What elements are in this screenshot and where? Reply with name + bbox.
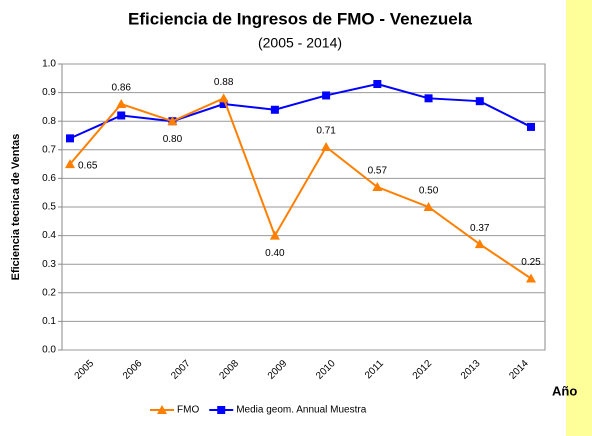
y-tick-label: 0.9 <box>42 87 56 98</box>
point <box>475 97 484 106</box>
chart-subtitle: (2005 - 2014) <box>258 35 342 51</box>
data-label: 0.37 <box>470 223 490 234</box>
data-label: 0.57 <box>368 166 388 177</box>
point <box>372 181 383 191</box>
legend-marker <box>217 406 226 414</box>
y-tick-label: 0.0 <box>42 345 56 356</box>
point <box>373 80 382 89</box>
series-line <box>69 96 532 280</box>
point <box>526 273 536 283</box>
point <box>219 100 228 109</box>
point <box>321 141 332 151</box>
x-axis-label: Año <box>552 383 577 398</box>
y-tick-label: 0.8 <box>42 116 56 127</box>
data-label: 0.86 <box>111 83 131 94</box>
data-label: 0.50 <box>419 186 439 197</box>
point <box>424 94 433 103</box>
y-tick-label: 0.2 <box>42 287 56 298</box>
y-tick-label: 0.7 <box>42 144 56 155</box>
point <box>218 93 229 103</box>
y-tick-label: 0.4 <box>42 230 56 241</box>
y-tick-label: 0.3 <box>42 259 56 270</box>
data-label: 0.25 <box>521 257 541 268</box>
point <box>269 230 280 240</box>
y-tick-label: 0.1 <box>42 316 56 327</box>
data-label: 0.80 <box>163 134 183 145</box>
point <box>474 239 485 249</box>
point <box>65 159 75 169</box>
y-tick-label: 1.0 <box>42 59 56 70</box>
point <box>66 134 74 143</box>
point <box>167 116 178 126</box>
y-axis-label: Eficiencia tecnica de Ventas <box>10 134 22 281</box>
series-line <box>69 82 532 140</box>
legend-label: Media geom. Annual Muestra <box>236 405 367 416</box>
data-label: 0.65 <box>78 161 98 172</box>
y-tick-label: 0.5 <box>42 202 56 213</box>
legend-label: FMO <box>177 405 199 416</box>
data-label: 0.88 <box>214 77 234 88</box>
point <box>270 105 279 114</box>
point <box>423 202 434 211</box>
legend-marker <box>157 405 167 414</box>
point <box>322 91 331 100</box>
chart-title: Eficiencia de Ingresos de FMO - Venezuel… <box>128 9 472 28</box>
point <box>527 122 535 131</box>
point <box>116 99 127 109</box>
data-label: 0.40 <box>265 248 285 259</box>
data-label: 0.71 <box>316 126 336 137</box>
y-tick-label: 0.6 <box>42 173 56 184</box>
point <box>117 111 126 120</box>
